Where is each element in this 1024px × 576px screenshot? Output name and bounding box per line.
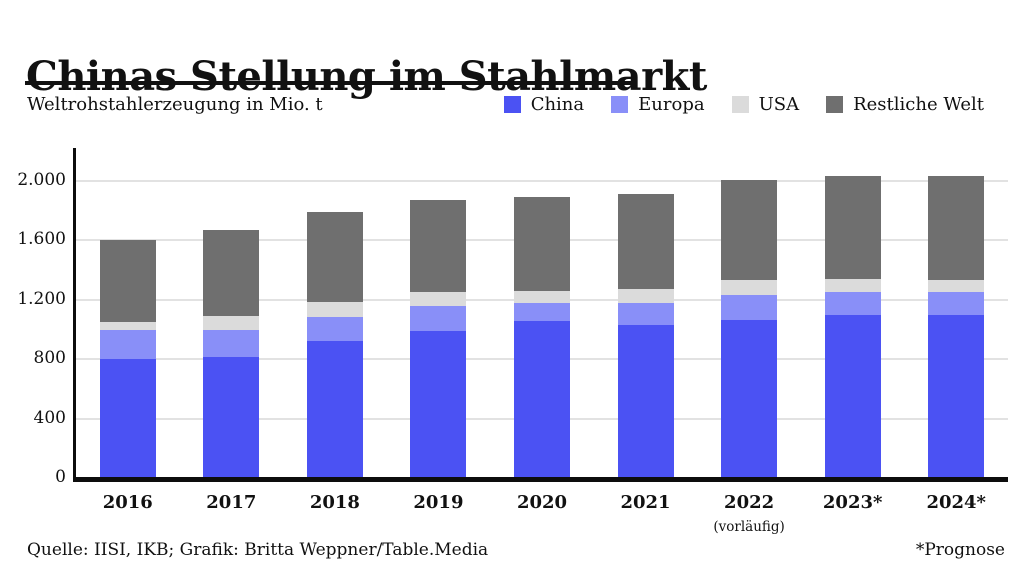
bar-segment-2024-usa (928, 280, 985, 292)
legend-swatch-usa (731, 96, 749, 113)
legend-label: China (530, 94, 585, 115)
y-tick-label: 1.200 (17, 288, 66, 309)
y-axis-line (73, 148, 76, 482)
gridline-2000 (76, 180, 1008, 182)
x-tick-label-2017: 2017 (206, 492, 257, 513)
footnote-prognose: *Prognose (915, 540, 1005, 560)
bar-segment-2022-restliche-welt (721, 180, 778, 280)
legend-swatch-europa (611, 96, 629, 113)
bar-segment-2016-europa (99, 330, 156, 360)
x-tick-label-2019: 2019 (413, 492, 464, 513)
bar-segment-2018-europa (306, 316, 363, 341)
bar-segment-2021-restliche-welt (617, 194, 674, 290)
bar-segment-2021-china (617, 325, 674, 478)
bar-segment-2018-restliche-welt (306, 212, 363, 302)
legend-swatch-restliche-welt (826, 96, 844, 113)
legend-swatch-china (503, 96, 521, 113)
legend-label: Europa (638, 94, 705, 115)
bar-segment-2017-china (203, 356, 260, 478)
legend-item-europa: Europa (611, 94, 705, 115)
bar-segment-2016-restliche-welt (99, 240, 156, 323)
chart-legend: China Europa USA Restliche Welt (503, 94, 984, 115)
x-tick-label-2021: 2021 (620, 492, 671, 513)
bar-segment-2016-usa (99, 322, 156, 331)
y-tick-label: 2.000 (17, 170, 66, 190)
x-tick-label-2024: 2024* (926, 492, 986, 513)
bar-segment-2020-europa (514, 302, 570, 322)
bar-segment-2022-usa (721, 279, 778, 296)
bar-segment-2020-usa (514, 290, 570, 303)
chart-subtitle: Weltrohstahlerzeugung in Mio. t (27, 94, 323, 115)
y-tick-label: 800 (33, 348, 66, 369)
x-tick-label-2018: 2018 (309, 492, 360, 513)
title-underline (25, 81, 635, 85)
x-axis-line (73, 477, 1008, 482)
bar-segment-2019-restliche-welt (410, 199, 467, 293)
bar-segment-2020-restliche-welt (514, 197, 570, 291)
x-tick-sublabel-2022: (vorläufig) (713, 519, 785, 535)
bar-segment-2023-china (824, 314, 881, 478)
source-credit: Quelle: IISI, IKB; Grafik: Britta Weppne… (27, 540, 489, 560)
bar-segment-2023-restliche-welt (824, 175, 881, 279)
bar-segment-2018-china (306, 340, 363, 478)
y-tick-label: 1.600 (17, 229, 66, 250)
bar-segment-2023-usa (824, 279, 881, 293)
legend-label: USA (758, 94, 800, 115)
bar-segment-2017-europa (203, 330, 260, 357)
bar-segment-2024-europa (928, 291, 985, 315)
bar-segment-2022-europa (721, 295, 778, 320)
legend-item-restliche-welt: Restliche Welt (826, 94, 984, 115)
bar-segment-2024-restliche-welt (928, 175, 985, 281)
bar-segment-2016-china (99, 359, 156, 478)
bar-segment-2021-usa (617, 289, 674, 303)
page-title: Chinas Stellung im Stahlmarkt (26, 52, 707, 100)
bar-segment-2024-china (928, 314, 985, 478)
bar-segment-2021-europa (617, 302, 674, 326)
bar-segment-2020-china (514, 321, 570, 478)
legend-item-usa: USA (731, 94, 800, 115)
bar-segment-2019-china (410, 330, 467, 478)
x-tick-label-2016: 2016 (102, 492, 153, 513)
x-tick-label-2023: 2023* (822, 492, 883, 513)
bar-segment-2018-usa (306, 302, 363, 317)
bar-segment-2022-china (721, 319, 778, 478)
bar-segment-2023-europa (824, 292, 881, 315)
bar-segment-2017-restliche-welt (203, 230, 260, 317)
bar-segment-2019-usa (410, 292, 467, 307)
y-tick-label: 400 (33, 407, 66, 428)
bar-segment-2017-usa (203, 316, 260, 331)
x-tick-label-2022: 2022 (724, 492, 775, 513)
y-tick-label: 0 (55, 467, 66, 487)
legend-item-china: China (503, 94, 585, 115)
bar-segment-2019-europa (410, 306, 467, 331)
legend-label: Restliche Welt (853, 94, 984, 115)
x-tick-label-2020: 2020 (516, 492, 568, 513)
